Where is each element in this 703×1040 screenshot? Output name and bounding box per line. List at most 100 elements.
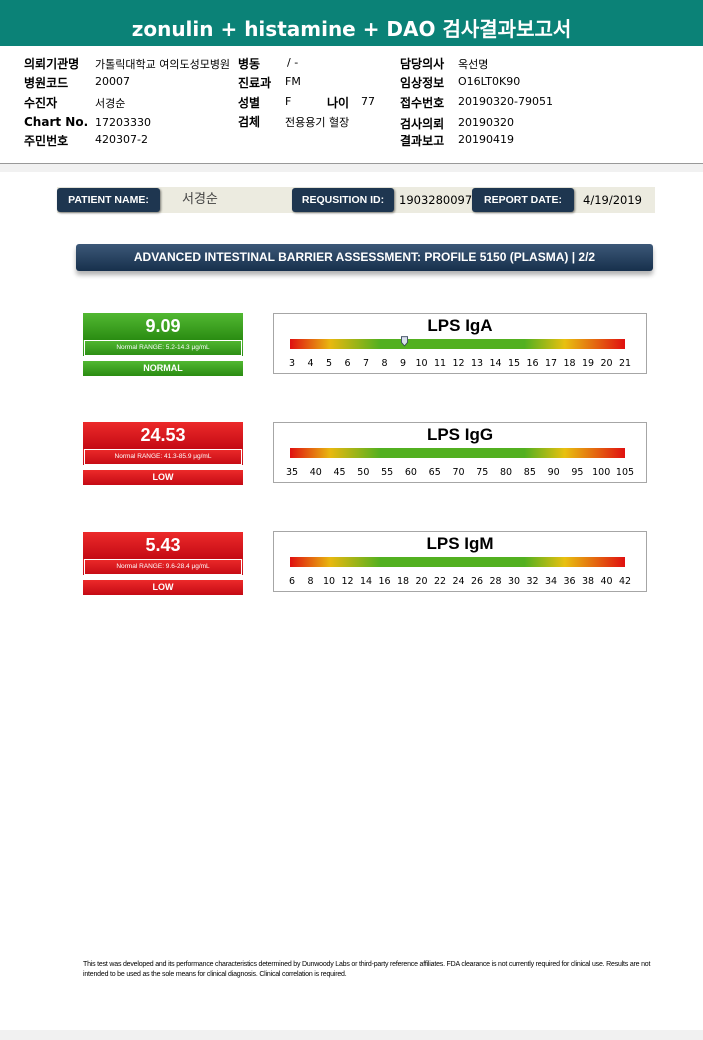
sex-value: F [285,95,292,108]
scale-chart-lps-igg: LPS IgG 35 40 45 50 55 60 65 70 75 80 85 90 95 100 105 [273,422,647,483]
tick-label: 28 [489,576,502,587]
department-value: FM [285,75,301,88]
specimen-label: 검체 [238,115,261,129]
tick-label: 18 [563,358,576,369]
resident-no-label: 주민번호 [24,134,69,148]
tick-label: 17 [544,358,558,369]
tick-label: 26 [470,576,484,587]
receipt-no-label: 접수번호 [400,96,445,110]
tick-label: 55 [381,467,394,478]
hospital-code-value: 20007 [95,75,130,88]
tick-label: 14 [359,576,373,587]
tick-label: 42 [618,576,632,587]
ward-label: 병동 [238,57,261,71]
result-box-lps-igm: 5.43 Normal RANGE: 9.6-28.4 μg/mL LOW [83,532,243,595]
doctor-label: 담당의사 [400,57,445,71]
page-bottom-shade [0,1030,703,1040]
value-marker [400,336,408,347]
chart-no-label: Chart No. [24,115,89,129]
normal-range: Normal RANGE: 5.2-14.3 μg/mL [84,340,242,356]
report-title-bar: zonulin + histamine + DAO 검사결과보고서 [0,0,703,46]
chart-title: LPS IgM [426,534,494,553]
status-flag: LOW [83,470,243,485]
scale-bar [290,448,625,458]
test-request-value: 20190320 [458,116,514,129]
tick-label: 90 [547,467,560,478]
tick-label: 13 [470,358,484,369]
department-label: 진료과 [238,76,272,90]
tick-label: 45 [333,467,346,478]
tick-label: 100 [592,467,611,478]
report-date-value: 4/19/2019 [583,193,642,207]
report-title: zonulin + histamine + DAO 검사결과보고서 [131,17,572,41]
tick-label: 10 [415,358,428,369]
tick-label: 65 [428,467,441,478]
disclaimer-footer: This test was developed and its performa… [83,961,651,978]
receipt-no-value: 20190320-79051 [458,95,553,108]
patient-value: 서경순 [95,97,126,110]
scale-bar [290,557,625,567]
tick-label: 3 [288,358,296,369]
result-value: 9.09 [83,313,243,340]
scale-chart-lps-igm: LPS IgM 6 8 10 12 14 16 18 20 22 24 26 28 30 32 34 36 38… [273,531,647,592]
tick-label: 75 [476,467,489,478]
tick-label: 35 [285,467,299,478]
tick-label: 10 [322,576,336,587]
header-shade [0,164,703,172]
report-date-label: REPORT DATE: [472,188,574,212]
institution-label: 의뢰기관명 [24,57,80,71]
tick-label: 24 [452,576,465,587]
institution-value: 가톨릭대학교 여의도성모병원 [95,58,231,71]
tick-label: 105 [615,467,635,478]
tick-label: 38 [581,576,595,587]
tick-label: 14 [489,358,502,369]
test-request-label: 검사의뢰 [400,117,445,131]
tick-label: 19 [581,358,595,369]
tick-label: 12 [452,358,465,369]
tick-label: 6 [344,358,351,369]
clinical-info-label: 임상정보 [400,76,445,90]
tick-label: 12 [341,576,354,587]
scale-bar [290,339,625,349]
result-value: 5.43 [83,532,243,559]
normal-range: Normal RANGE: 41.3-85.9 μg/mL [84,449,242,465]
tick-label: 60 [404,467,417,478]
resident-no-value: 420307-2 [95,133,148,146]
tick-label: 16 [526,358,539,369]
tick-label: 50 [357,467,370,478]
tick-label: 80 [500,467,513,478]
chart-title: LPS IgG [426,425,494,444]
result-report-label: 결과보고 [400,134,445,148]
tick-label: 32 [526,576,539,587]
scale-chart-lps-iga: LPS IgA 3 4 5 6 7 8 9 10 11 12 13 14 15 16 17 18 19 20 21 [273,313,647,374]
status-flag: NORMAL [83,361,243,376]
tick-label: 30 [507,576,521,587]
tick-label: 18 [396,576,410,587]
sex-label: 성별 [238,96,261,110]
chart-title: LPS IgA [427,316,493,335]
result-box-lps-igg: 24.53 Normal RANGE: 41.3-85.9 μg/mL LOW [83,422,243,485]
doctor-value: 옥선명 [458,58,489,71]
tick-label: 11 [433,358,447,369]
age-value: 77 [361,95,375,108]
specimen-value: 전용용기 혈장 [285,116,350,129]
tick-label: 40 [309,467,322,478]
requisition-id-label: REQUSITION ID: [292,188,394,212]
tick-label: 20 [600,358,613,369]
ward-value: / - [287,56,299,69]
tick-label: 22 [433,576,447,587]
assessment-banner: ADVANCED INTESTINAL BARRIER ASSESSMENT: … [76,244,653,271]
tick-label: 20 [415,576,428,587]
patient-name-value: 서경순 [182,192,218,207]
tick-label: 70 [452,467,465,478]
tick-label: 16 [378,576,391,587]
patient-label: 수진자 [24,96,58,110]
tick-label: 9 [399,358,407,369]
clinical-info-value: O16LT0K90 [458,75,521,88]
tick-label: 5 [325,358,333,369]
tick-label: 15 [507,358,521,369]
tick-label: 40 [600,576,613,587]
tick-label: 8 [307,576,314,587]
requisition-id-value: 1903280097 [399,193,473,207]
result-box-lps-iga: 9.09 Normal RANGE: 5.2-14.3 μg/mL NORMAL [83,313,243,376]
